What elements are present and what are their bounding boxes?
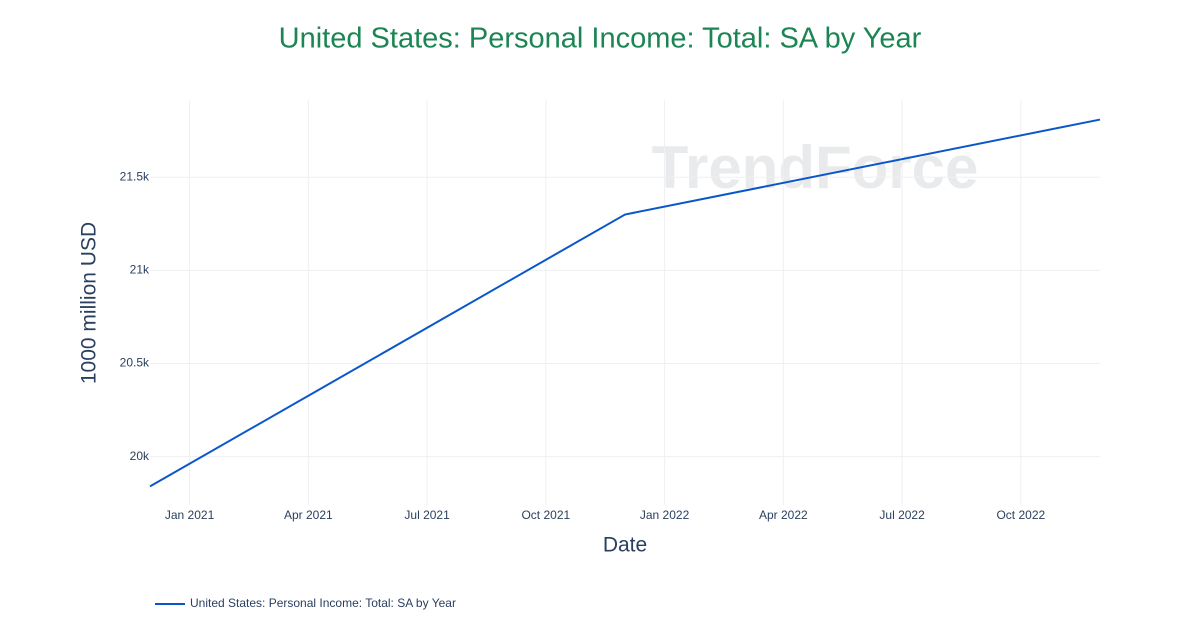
data-line [149, 118, 1101, 488]
x-tick-label: Oct 2022 [996, 508, 1045, 522]
x-tick-label: Jul 2021 [404, 508, 450, 522]
y-tick-label: 20k [130, 449, 150, 463]
y-axis-label: 1000 million USD [78, 222, 101, 384]
x-tick-label: Oct 2021 [521, 508, 570, 522]
x-tick-label: Apr 2022 [759, 508, 808, 522]
x-tick-label: Apr 2021 [284, 508, 333, 522]
watermark: TrendForce [652, 134, 979, 201]
chart-title: United States: Personal Income: Total: S… [279, 23, 922, 55]
x-tick-label: Jan 2021 [165, 508, 215, 522]
x-tick-label: Jul 2022 [879, 508, 925, 522]
grid-layer [150, 100, 1100, 505]
y-tick-label: 20.5k [120, 356, 150, 370]
x-axis-label: Date [603, 534, 647, 557]
y-tick-label: 21k [130, 263, 150, 277]
legend-label: United States: Personal Income: Total: S… [190, 596, 456, 610]
x-tick-label: Jan 2022 [640, 508, 690, 522]
y-tick-label: 21.5k [120, 169, 150, 183]
